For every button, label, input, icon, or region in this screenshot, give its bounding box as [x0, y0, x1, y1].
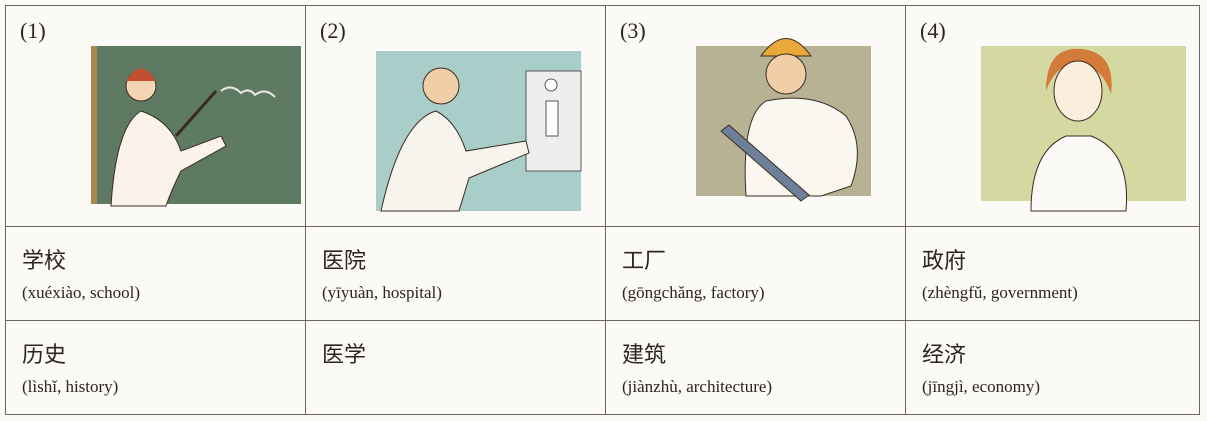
place-chinese: 工厂 [622, 249, 667, 274]
pointer [174, 90, 218, 137]
wrench [720, 124, 810, 202]
text-cell: 政府 (zhèngfǔ, government) [906, 227, 1199, 321]
subject-chinese: 建筑 [622, 343, 667, 368]
hard-hat [760, 38, 812, 57]
item-number: (3) [620, 18, 646, 43]
place-chinese: 学校 [22, 249, 67, 274]
item-number: (1) [20, 18, 46, 43]
subject-chinese: 医学 [322, 343, 367, 368]
place-gloss: (yīyuàn, hospital) [322, 283, 442, 302]
text-cell: 学校 (xuéxiào, school) [6, 227, 306, 321]
text-cell: 医院 (yīyuàn, hospital) [306, 227, 606, 321]
shirt [744, 97, 858, 197]
image-cell: (1) [6, 6, 306, 227]
item-number: (4) [920, 18, 946, 43]
text-cell: 医学 [306, 321, 606, 414]
image-cell: (2) [306, 6, 606, 227]
subject-chinese: 历史 [22, 343, 67, 368]
place-chinese: 医院 [322, 249, 367, 274]
blouse [1030, 135, 1128, 212]
place-gloss: (gōngchǎng, factory) [622, 283, 765, 302]
subject-chinese: 经济 [922, 343, 967, 368]
chalk-writing [220, 86, 276, 98]
head [765, 53, 807, 95]
body [110, 110, 227, 207]
place-gloss: (xuéxiào, school) [22, 283, 141, 302]
image-cell: (3) [606, 6, 906, 227]
item-number: (2) [320, 18, 346, 43]
text-cell: 经济 (jīngjì, economy) [906, 321, 1199, 414]
head [1053, 60, 1103, 122]
hair [1046, 48, 1112, 94]
place-chinese: 政府 [922, 249, 967, 274]
vocabulary-table: (1) 学校 (xuéxiào, school) 历史 (lìshǐ, hist… [5, 5, 1200, 415]
hair [126, 68, 156, 81]
head [422, 67, 460, 105]
x-ray-figure [544, 78, 559, 137]
text-cell: 工厂 (gōngchǎng, factory) [606, 227, 906, 321]
image-cell: (4) [906, 6, 1199, 227]
board-frame [91, 46, 97, 204]
place-gloss: (zhèngfǔ, government) [922, 283, 1078, 302]
subject-gloss: (jiànzhù, architecture) [622, 377, 773, 396]
text-cell: 建筑 (jiànzhù, architecture) [606, 321, 906, 414]
subject-gloss: (jīngjì, economy) [922, 377, 1041, 396]
subject-gloss: (lìshǐ, history) [22, 377, 119, 396]
teacher-illustration [91, 46, 301, 207]
coat [380, 110, 530, 212]
official-illustration [981, 46, 1186, 212]
doctor-illustration [376, 51, 582, 212]
worker-illustration [696, 38, 871, 202]
text-cell: 历史 (lìshǐ, history) [6, 321, 306, 414]
